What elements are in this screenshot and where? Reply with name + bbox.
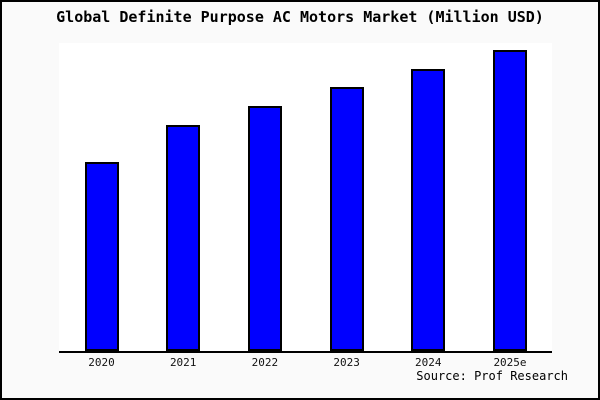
x-tick-label: 2022 [251, 356, 279, 369]
plot-area [59, 43, 552, 353]
x-axis-labels: 2020 2021 2022 2023 2024 2025e [59, 357, 552, 371]
x-tick-label: 2021 [169, 356, 197, 369]
x-tick-label: 2025e [493, 356, 527, 369]
chart-title: Global Definite Purpose AC Motors Market… [56, 8, 544, 26]
bar [84, 162, 119, 351]
bar [166, 125, 201, 351]
x-tick-label: 2023 [333, 356, 360, 369]
bar [329, 87, 364, 351]
source-credit: Source: Prof Research [416, 369, 568, 383]
x-tick-label: 2024 [415, 356, 442, 369]
x-tick-label: 2020 [88, 356, 115, 369]
bar [247, 106, 282, 351]
bar [411, 69, 446, 351]
bar [493, 50, 527, 351]
